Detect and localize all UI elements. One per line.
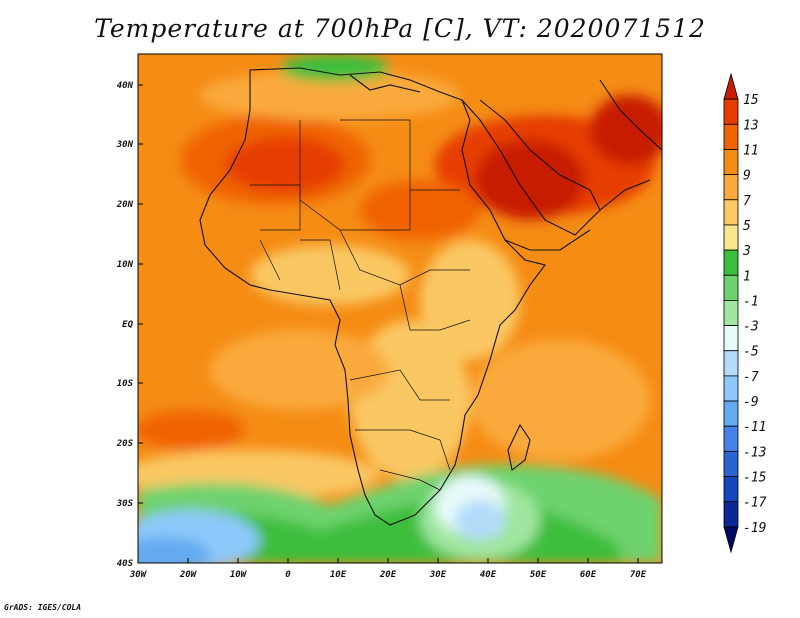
colorbar-label: -9: [743, 395, 759, 410]
lat-label: 40S: [117, 559, 134, 569]
colorbar-labels: 15 13 11 9 7 5 3 1 -1 -3 -5 -7 -9 -11 -13 -15 -17 -19: [742, 93, 767, 536]
colorbar-swatch: [723, 274, 739, 301]
colorbar-swatch: [723, 425, 739, 452]
colorbar-label: 7: [743, 194, 751, 209]
lat-label: 20N: [116, 200, 134, 210]
lat-label: 20S: [116, 439, 134, 449]
map-title: Temperature at 700hPa [C], VT: 202007151…: [94, 14, 706, 43]
colorbar-label: 13: [743, 118, 759, 133]
lat-label: 40N: [117, 81, 134, 91]
credit-text: GrADS: IGES/COLA: [4, 603, 82, 612]
lon-label: 30E: [429, 570, 447, 580]
colorbar-label: -19: [743, 521, 766, 536]
colorbar-label: 5: [743, 219, 751, 234]
colorbar-label: -17: [743, 496, 767, 511]
colorbar-swatch: [723, 350, 739, 377]
colorbar-label: -3: [743, 320, 759, 335]
lon-label: 0: [285, 570, 291, 580]
colorbar-label: 1: [743, 269, 751, 284]
colorbar-swatch: [723, 476, 739, 503]
temperature-field: [138, 54, 662, 563]
colorbar-swatch: [723, 501, 739, 528]
lat-label: 30N: [116, 140, 134, 150]
lon-label: 10W: [230, 570, 248, 580]
colorbar-label: 9: [743, 169, 751, 184]
lat-label: EQ: [122, 320, 133, 330]
colorbar-swatch: [723, 72, 739, 100]
colorbar-label: -7: [743, 370, 759, 385]
colorbar-swatch: [723, 174, 739, 201]
lat-label: 10S: [117, 379, 134, 389]
colorbar-swatch: [723, 526, 739, 554]
colorbar-swatch: [723, 325, 739, 352]
lon-label: 20E: [379, 570, 397, 580]
map-frame: [137, 53, 663, 564]
colorbar-label: 3: [742, 244, 751, 259]
lon-label: 40E: [480, 570, 497, 580]
colorbar-swatch: [723, 450, 739, 477]
colorbar-swatch: [723, 123, 739, 150]
colorbar-swatch: [723, 149, 739, 176]
colorbar: 15 13 11 9 7 5 3 1 -1 -3 -5 -7 -9 -11 -13 -15 -17 -19: [723, 72, 767, 554]
colorbar-swatch: [723, 98, 739, 125]
lon-label: 70E: [630, 570, 647, 580]
lat-label: 10N: [117, 260, 134, 270]
colorbar-swatch: [723, 400, 739, 427]
colorbar-label: 11: [743, 143, 759, 158]
colorbar-label: -13: [743, 445, 766, 460]
longitude-axis: 30W 20W 10W 0 10E 20E 30E 40E 50E 60E 70…: [129, 558, 647, 580]
lon-label: 50E: [530, 570, 547, 580]
colorbar-label: -11: [743, 420, 766, 435]
lat-label: 30S: [116, 499, 134, 509]
colorbar-swatch: [723, 224, 739, 251]
colorbar-swatch: [723, 199, 739, 226]
country-borders: [250, 119, 471, 491]
colorbar-swatch: [723, 300, 739, 326]
lon-label: 10E: [330, 570, 347, 580]
colorbar-swatch: [723, 375, 739, 402]
latitude-axis: 40N 30N 20N 10N EQ 10S 20S 30S 40S: [116, 81, 143, 569]
colorbar-swatches: [723, 72, 739, 554]
colorbar-label: -1: [743, 294, 759, 309]
lon-label: 20W: [179, 570, 198, 580]
colorbar-swatch: [723, 249, 739, 276]
lon-label: 60E: [580, 570, 597, 580]
colorbar-label: -15: [743, 471, 767, 486]
colorbar-label: 15: [743, 93, 759, 108]
lon-label: 30W: [129, 570, 148, 580]
colorbar-label: -5: [743, 345, 759, 360]
